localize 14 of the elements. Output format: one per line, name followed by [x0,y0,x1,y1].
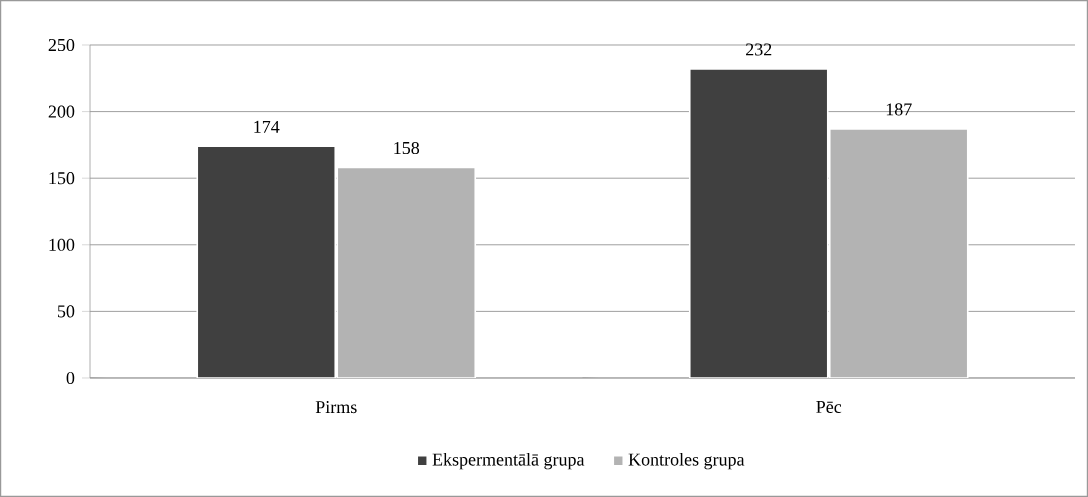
x-tick-label: Pirms [315,401,357,414]
y-tick-label: 50 [57,305,75,318]
data-label: 174 [254,120,280,133]
y-tick-label: 150 [49,172,75,185]
data-label: 158 [394,141,420,155]
y-tick-label: 100 [49,238,75,251]
data-label: 232 [746,43,772,56]
legend-label: Kontroles grupa [628,452,745,470]
data-label: 187 [886,103,912,116]
y-tick-label: 0 [66,371,75,385]
x-tick-label: Pēc [816,401,842,414]
y-tick-label: 250 [48,38,75,52]
y-tick-label: 200 [48,105,75,118]
legend-label: Ekspermentālā grupa [432,452,585,470]
